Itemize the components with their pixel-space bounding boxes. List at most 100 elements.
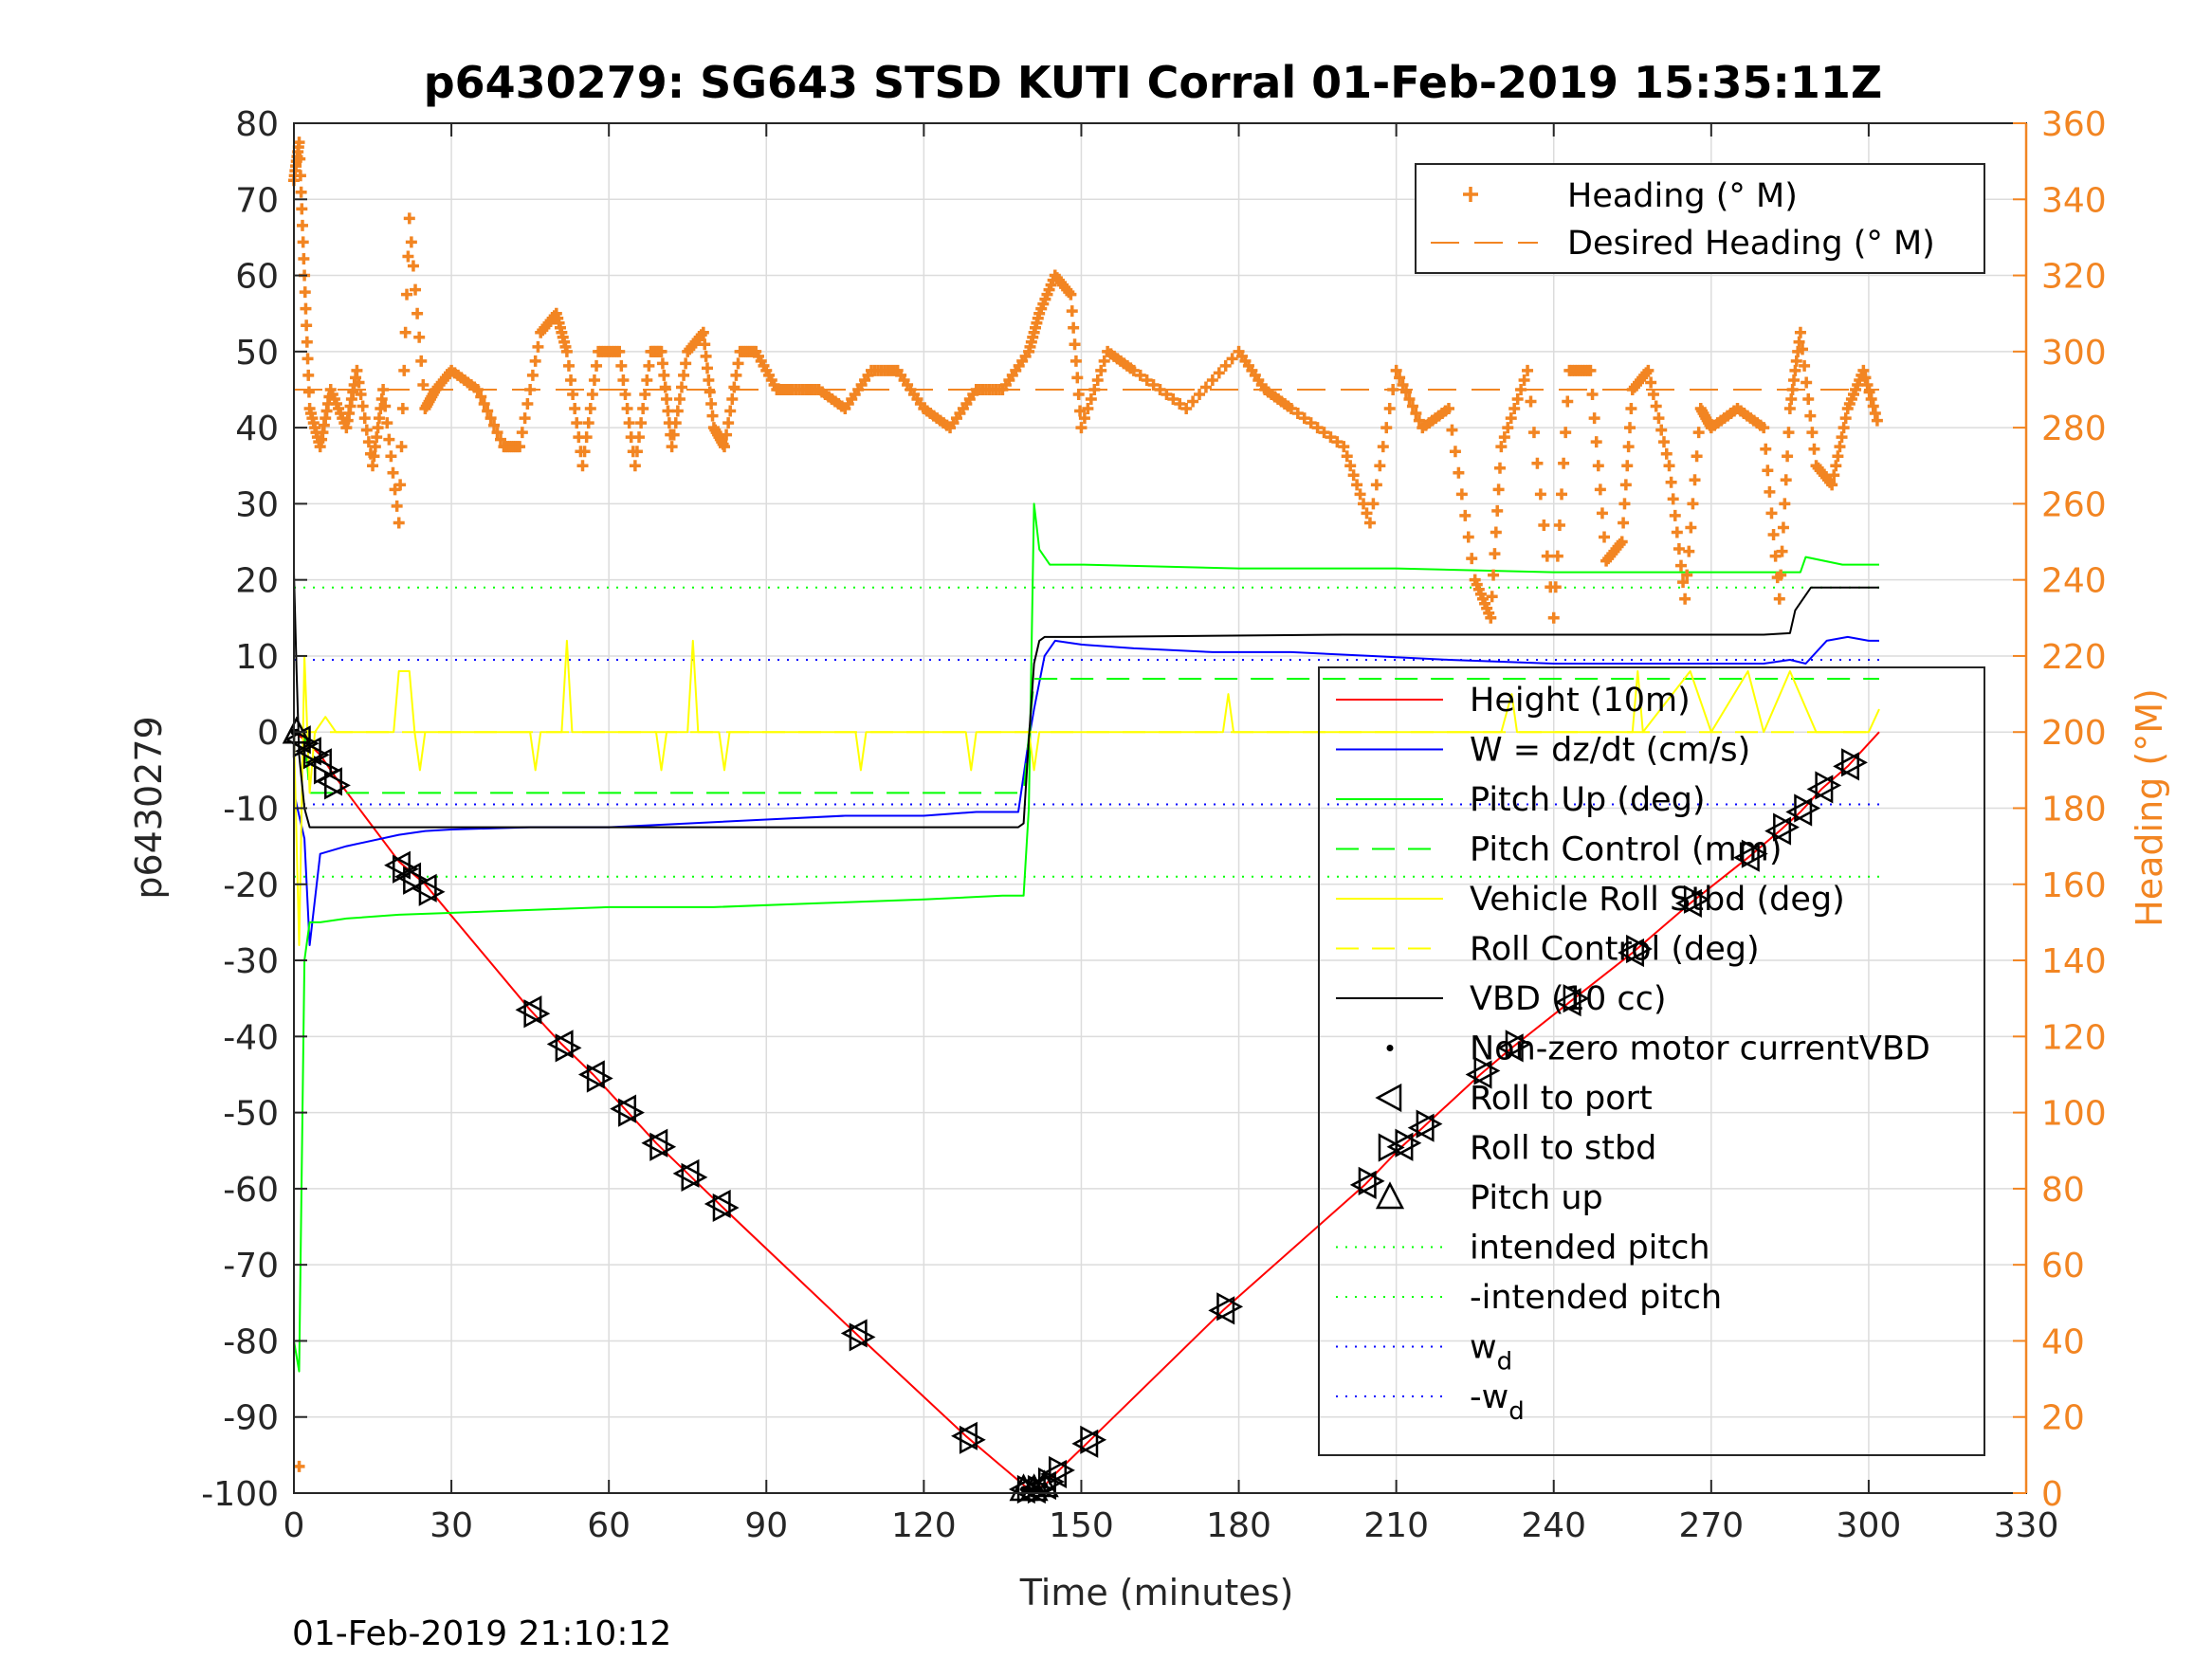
- heading-point: [1492, 483, 1505, 496]
- heading-point: [1764, 485, 1776, 498]
- heading-point: [1671, 526, 1683, 538]
- plot-area: [288, 137, 1883, 1490]
- heading-point: [633, 431, 646, 444]
- heading-point: [395, 441, 408, 453]
- heading-point: [368, 450, 380, 463]
- heading-point: [393, 517, 405, 529]
- heading-point: [1331, 436, 1344, 448]
- heading-point: [1285, 403, 1297, 415]
- heading-point: [1762, 465, 1774, 477]
- heading-point: [407, 260, 419, 272]
- heading-point: [1769, 550, 1782, 562]
- heading-point: [301, 319, 313, 332]
- heading-series: [288, 137, 1883, 624]
- heading-point: [1667, 493, 1679, 505]
- heading-point: [1390, 364, 1402, 376]
- heading-point: [302, 369, 315, 381]
- heading-point: [301, 336, 313, 348]
- heading-point: [1547, 611, 1560, 624]
- heading-point: [705, 398, 718, 410]
- heading-point: [1305, 417, 1317, 429]
- heading-point: [1098, 355, 1110, 367]
- legend-item-pitch-up-deg-label: Pitch Up (deg): [1470, 781, 1706, 819]
- y-tick-label: 20: [235, 562, 279, 601]
- heading-point: [1351, 479, 1363, 491]
- heading-point: [417, 378, 430, 391]
- heading-point: [1455, 488, 1468, 501]
- y-axis-label: p6430279: [128, 716, 170, 899]
- heading-point: [1677, 576, 1690, 589]
- heading-point: [571, 417, 583, 429]
- roll-to-stbd-marker: [681, 1162, 708, 1192]
- y-right-tick-label: 40: [2041, 1322, 2085, 1361]
- heading-point: [1773, 592, 1785, 605]
- heading-point: [369, 441, 381, 453]
- heading-point: [662, 405, 674, 417]
- heading-point: [1527, 427, 1540, 439]
- roll-to-stbd-marker: [1216, 1292, 1244, 1322]
- heading-point: [1687, 498, 1699, 510]
- heading-point: [1801, 376, 1813, 389]
- heading-point: [297, 236, 309, 248]
- legend-main-box: [1318, 666, 1985, 1456]
- legend-item-pitch-control-mm-label: Pitch Control (mm): [1470, 831, 1782, 869]
- y-tick-label: 10: [235, 638, 279, 677]
- legend-main: Height (10m) W = dz/dt (cm/s) Pitch Up (de…: [1318, 666, 1985, 1456]
- heading-point: [1665, 476, 1677, 488]
- roll-to-stbd-marker: [649, 1132, 677, 1161]
- y-right-tick-label: 0: [2041, 1475, 2063, 1514]
- roll-to-stbd-marker: [523, 999, 551, 1029]
- heading-point: [387, 466, 399, 479]
- heading-point: [1495, 441, 1508, 453]
- heading-point: [1834, 441, 1846, 453]
- heading-point: [1689, 474, 1701, 486]
- heading-point: [1167, 393, 1179, 406]
- heading-point: [1789, 364, 1801, 376]
- heading-point: [302, 353, 314, 365]
- heading-point: [1206, 374, 1218, 386]
- heading-point: [623, 417, 635, 429]
- heading-point: [1758, 422, 1770, 434]
- legend-subscript: d: [1508, 1397, 1525, 1426]
- heading-point: [1199, 381, 1212, 393]
- heading-point: [1541, 550, 1553, 562]
- y-tick-label: -40: [223, 1018, 279, 1057]
- series-w-dz-dt-cm-s: [293, 635, 1879, 946]
- heading-point: [666, 441, 678, 453]
- pitch-up-marker: [282, 716, 311, 744]
- heading-point: [1618, 498, 1631, 510]
- legend-subscript: d: [1497, 1348, 1513, 1376]
- motor-vbd-point: [1041, 1482, 1049, 1489]
- heading-point: [381, 417, 393, 429]
- heading-point: [1765, 507, 1778, 520]
- heading-point: [295, 186, 307, 198]
- heading-point: [299, 286, 311, 299]
- heading-point: [1624, 422, 1636, 434]
- heading-point: [1490, 526, 1502, 538]
- legend-item-pitch-up-icon: [1375, 1181, 1405, 1210]
- roll-to-stbd-marker: [849, 1322, 876, 1352]
- heading-point: [1681, 569, 1693, 581]
- heading-point: [1679, 592, 1691, 605]
- heading-point: [1394, 372, 1406, 384]
- heading-point: [560, 345, 573, 357]
- heading-point: [362, 436, 375, 448]
- heading-point: [1174, 398, 1186, 410]
- heading-point: [1370, 479, 1382, 491]
- heading-point: [415, 355, 428, 367]
- x-axis-ticks: 0 30 60 90 120 150 180 210 240 270 300 330: [283, 123, 2059, 1545]
- heading-point: [1839, 412, 1852, 425]
- heading-point: [356, 400, 369, 412]
- heading-point: [1588, 412, 1600, 425]
- heading-point: [521, 398, 534, 410]
- y-right-tick-label: 140: [2041, 942, 2107, 981]
- heading-point: [643, 359, 655, 372]
- heading-point: [1449, 446, 1461, 458]
- y-right-tick-label: 60: [2041, 1247, 2085, 1285]
- y-right-tick-label: 100: [2041, 1095, 2107, 1134]
- heading-point: [1380, 422, 1393, 434]
- heading-point: [586, 388, 598, 400]
- heading-point: [1861, 378, 1874, 391]
- x-tick-label: 330: [1994, 1506, 2059, 1545]
- heading-point: [394, 479, 407, 491]
